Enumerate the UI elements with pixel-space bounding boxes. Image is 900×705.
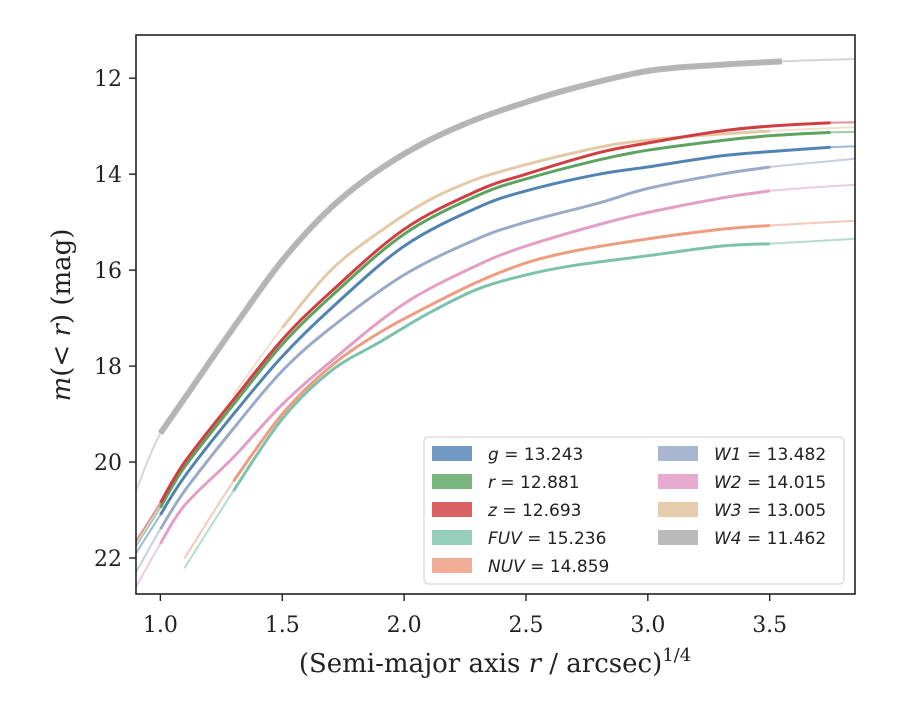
- plot-frame: [135, 34, 856, 595]
- legend-label-w1: W1 = 13.482: [714, 445, 826, 465]
- x-tick-label: 1.5: [265, 613, 300, 638]
- legend-label-z: z = 12.693: [487, 501, 581, 521]
- series-w2: [136, 183, 855, 588]
- series-g: [136, 145, 855, 555]
- legend-entry-w4: W4 = 11.462: [658, 529, 826, 549]
- legend-entry-r: r = 12.881: [432, 473, 580, 493]
- x-axis: 1.0 1.5 2.0 2.5 3.0 3.5: [143, 594, 787, 638]
- series-fuv: [183, 237, 855, 569]
- legend-swatch-nuv: [432, 558, 472, 573]
- y-tick-label: 20: [94, 451, 122, 476]
- legend-swatch-g: [432, 446, 472, 461]
- legend-entries: g = 13.243 r = 12.881 z = 12.693 FUV = 15.2…: [432, 445, 826, 577]
- series-w2-line: [159, 189, 770, 545]
- y-tick-label: 14: [94, 163, 122, 188]
- x-axis-title: (Semi-major axis r / arcsec)1/4: [299, 645, 691, 679]
- legend-swatch-z: [432, 502, 472, 517]
- series-layer: [136, 58, 855, 588]
- legend-swatch-w1: [658, 446, 698, 461]
- legend-swatch-w4: [658, 530, 698, 545]
- series-nuv-line: [232, 224, 770, 483]
- series-w4: [136, 58, 855, 492]
- y-axis-title: m(< r) (mag): [47, 229, 77, 402]
- legend-entry-w3: W3 = 13.005: [658, 501, 826, 521]
- legend-label-w2: W2 = 14.015: [714, 473, 826, 493]
- x-tick-label: 3.5: [752, 613, 787, 638]
- series-w1-line: [159, 165, 770, 530]
- legend-label-w3: W3 = 13.005: [714, 501, 826, 521]
- legend-swatch-fuv: [432, 530, 472, 545]
- legend: g = 13.243 r = 12.881 z = 12.693 FUV = 15.2…: [423, 436, 845, 585]
- x-tick-label: 3.0: [630, 613, 665, 638]
- series-z: [136, 121, 855, 543]
- legend-entry-nuv: NUV = 14.859: [432, 557, 609, 577]
- legend-label-w4: W4 = 11.462: [714, 529, 826, 549]
- legend-entry-z: z = 12.693: [432, 501, 581, 521]
- y-tick-label: 18: [94, 355, 122, 380]
- x-tick-label: 2.5: [508, 613, 543, 638]
- legend-swatch-r: [432, 474, 472, 489]
- series-r-line: [159, 130, 831, 509]
- series-nuv: [183, 219, 855, 559]
- series-w4-line: [157, 58, 783, 436]
- legend-label-fuv: FUV = 15.236: [488, 529, 606, 549]
- y-axis: 12 14 16 18 20 22: [94, 67, 136, 572]
- legend-entry-g: g = 13.243: [432, 445, 583, 465]
- series-w1: [136, 157, 855, 574]
- series-r: [136, 130, 855, 547]
- y-tick-label: 12: [94, 67, 122, 92]
- series-g-line: [159, 145, 831, 516]
- y-tick-label: 22: [94, 547, 122, 572]
- legend-swatch-w2: [658, 474, 698, 489]
- legend-entry-fuv: FUV = 15.236: [432, 529, 606, 549]
- legend-entry-w2: W2 = 14.015: [658, 473, 826, 493]
- legend-label-r: r = 12.881: [488, 473, 580, 493]
- legend-label-nuv: NUV = 14.859: [488, 557, 609, 577]
- legend-entry-w1: W1 = 13.482: [658, 445, 826, 465]
- x-tick-label: 1.0: [143, 613, 178, 638]
- y-tick-label: 16: [94, 259, 122, 284]
- legend-frame: [423, 436, 845, 585]
- legend-swatch-w3: [658, 502, 698, 517]
- legend-label-g: g = 13.243: [488, 445, 583, 465]
- x-tick-label: 2.0: [387, 613, 422, 638]
- series-z-line: [159, 121, 831, 504]
- series-fuv-line: [232, 242, 770, 492]
